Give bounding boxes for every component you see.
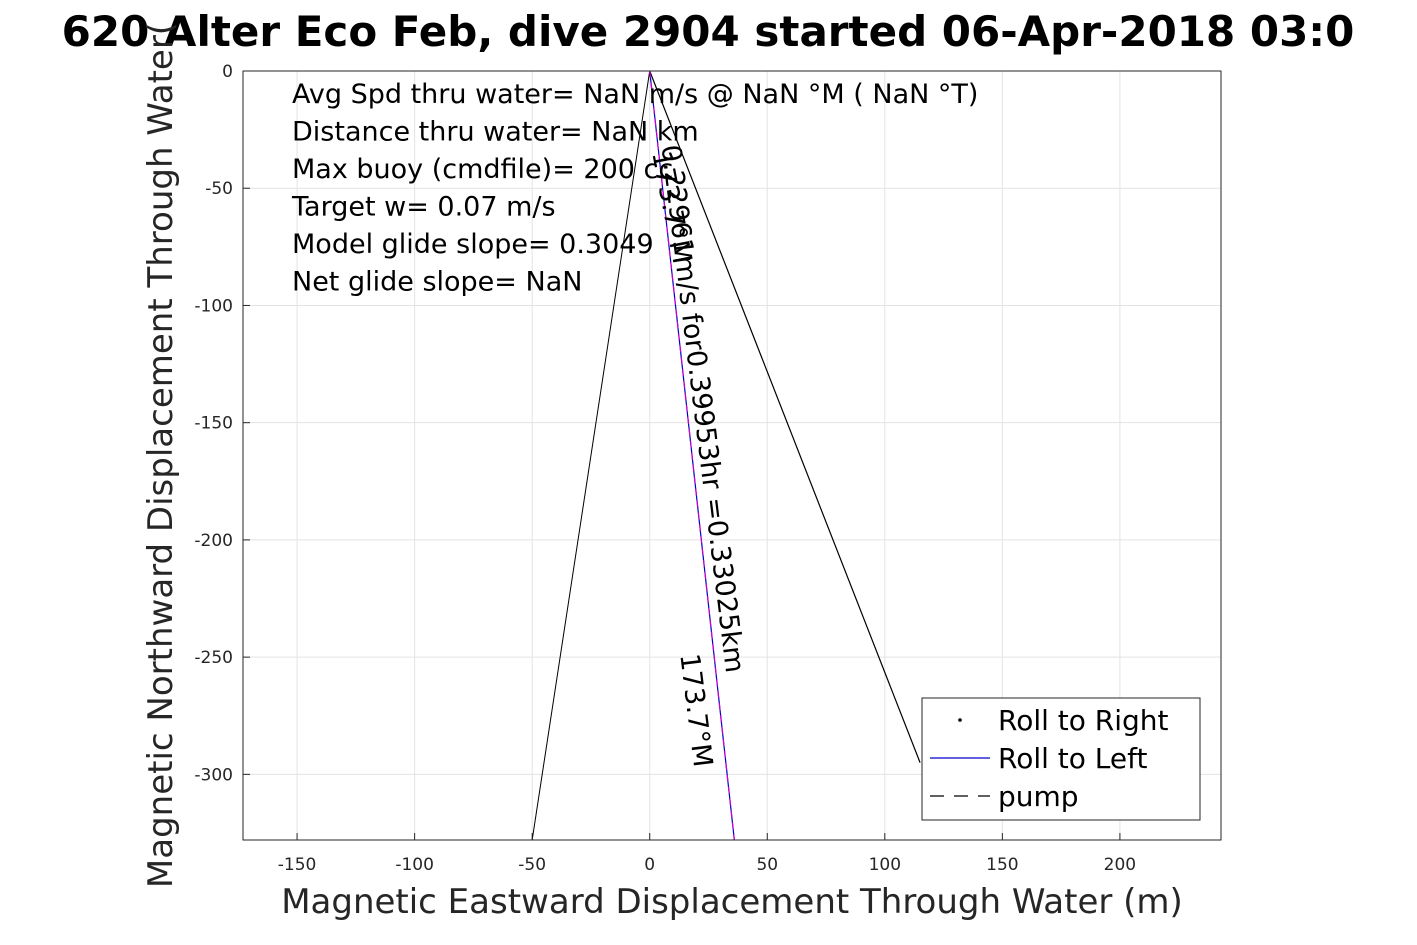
legend-swatch-dot: [958, 718, 962, 722]
legend-label: Roll to Left: [998, 742, 1147, 775]
x-tick-label: -100: [395, 855, 434, 875]
y-tick-label: 0: [222, 62, 233, 82]
legend-label: pump: [998, 780, 1079, 813]
y-tick-label: -100: [194, 296, 233, 316]
series-line-0: [531, 70, 651, 841]
stat-line: Net glide slope= NaN: [292, 267, 582, 298]
stat-line: Max buoy (cmdfile)= 200 cc: [292, 154, 673, 185]
x-tick-label: 50: [756, 855, 778, 875]
y-tick-label: -150: [194, 414, 233, 434]
legend: Roll to Right Roll to Left pump: [921, 697, 1201, 821]
legend-label: Roll to Right: [998, 704, 1169, 737]
chart-title: 620 Alter Eco Feb, dive 2904 started 06-…: [62, 7, 1355, 56]
stat-line: Avg Spd thru water= NaN m/s @ NaN °M ( N…: [292, 79, 978, 110]
x-tick-label: 150: [986, 855, 1018, 875]
y-tick-label: -50: [205, 179, 233, 199]
x-axis-label: Magnetic Eastward Displacement Through W…: [281, 882, 1183, 922]
x-tick-label: 100: [869, 855, 901, 875]
series-group: [531, 70, 921, 841]
series-line-3: [649, 70, 735, 841]
x-tick-label: 0: [644, 855, 655, 875]
stat-line: Distance thru water= NaN km: [292, 117, 699, 148]
y-tick-label: -250: [194, 648, 233, 668]
y-axis-label: Magnetic Northward Displacement Through …: [141, 22, 181, 888]
plot-frame: [242, 70, 1222, 841]
y-tick-label: -200: [194, 531, 233, 551]
stat-line: Model glide slope= 0.3049: [292, 229, 654, 260]
x-tick-label: -150: [278, 855, 317, 875]
x-tick-label: -50: [518, 855, 546, 875]
stat-line: Target w= 0.07 m/s: [291, 192, 556, 223]
x-tick-label: 200: [1104, 855, 1136, 875]
legend-box: [921, 697, 1201, 821]
series-line-1: [649, 70, 921, 763]
tick-labels: -150 -100 -50 0 50 100 150 200 0 -50 -100 -150 -200 -…: [194, 62, 1136, 875]
stats-text: Avg Spd thru water= NaN m/s @ NaN °M ( N…: [291, 79, 978, 298]
y-tick-label: -300: [194, 765, 233, 785]
